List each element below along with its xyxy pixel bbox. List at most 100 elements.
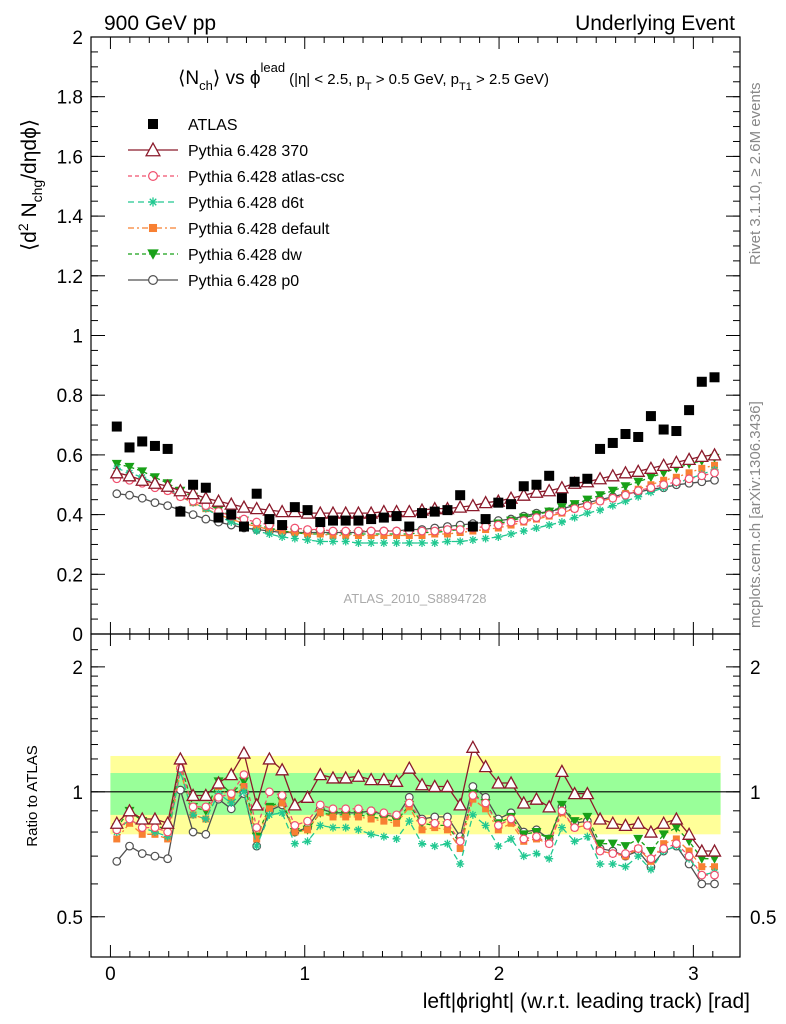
data-point bbox=[529, 484, 544, 498]
ratio-point bbox=[621, 862, 630, 871]
ratio-point bbox=[643, 824, 659, 838]
data-point bbox=[201, 514, 211, 524]
data-point bbox=[443, 537, 452, 546]
ratio-y-tick-label: 2 bbox=[72, 658, 83, 679]
y-tick-label: 0.8 bbox=[57, 386, 83, 407]
ratio-point bbox=[468, 810, 477, 819]
data-point bbox=[608, 501, 617, 510]
ratio-point bbox=[608, 860, 617, 869]
legend-entry: Pythia 6.428 default bbox=[128, 221, 330, 238]
y-tick-label: 2 bbox=[72, 28, 83, 49]
ratio-point bbox=[697, 870, 707, 880]
ratio-point bbox=[570, 823, 580, 832]
data-point bbox=[328, 537, 337, 546]
data-point bbox=[198, 490, 213, 504]
ratio-point bbox=[366, 806, 376, 816]
ratio-point bbox=[595, 839, 606, 849]
data-point bbox=[213, 512, 224, 523]
data-point bbox=[430, 526, 440, 536]
ratio-point bbox=[481, 798, 491, 808]
data-point bbox=[238, 521, 249, 532]
data-point bbox=[430, 538, 439, 547]
ratio-point bbox=[238, 777, 249, 787]
ratio-point bbox=[341, 823, 350, 832]
data-point bbox=[402, 504, 417, 518]
ratio-point bbox=[684, 851, 694, 861]
ratio-point bbox=[519, 834, 529, 844]
ratio-point bbox=[278, 799, 286, 807]
data-point bbox=[607, 437, 618, 448]
ratio-point bbox=[493, 821, 503, 830]
data-point bbox=[516, 487, 531, 501]
data-point bbox=[275, 504, 290, 518]
ratio-point bbox=[519, 852, 528, 861]
data-point bbox=[366, 526, 376, 536]
ratio-point bbox=[696, 854, 707, 864]
data-point bbox=[478, 495, 493, 509]
data-point bbox=[557, 507, 567, 517]
ratio-point bbox=[669, 811, 684, 825]
data-point bbox=[583, 509, 592, 518]
data-point bbox=[596, 506, 605, 515]
ratio-point bbox=[556, 800, 567, 810]
data-point bbox=[354, 531, 362, 539]
ratio-point bbox=[315, 800, 325, 810]
ratio-point bbox=[631, 815, 646, 829]
data-point bbox=[111, 421, 122, 432]
data-point bbox=[150, 498, 160, 508]
ratio-point bbox=[262, 751, 277, 765]
ratio-point bbox=[137, 823, 147, 832]
ratio-point bbox=[150, 851, 160, 861]
ratio-point bbox=[236, 745, 252, 759]
legend-entry: Pythia 6.428 p0 bbox=[128, 273, 299, 290]
data-point bbox=[480, 514, 491, 525]
ratio-point bbox=[316, 809, 324, 817]
data-point bbox=[329, 531, 337, 539]
data-point bbox=[710, 468, 719, 478]
data-point bbox=[620, 482, 631, 492]
data-point bbox=[453, 499, 468, 513]
data-point bbox=[327, 515, 338, 526]
data-point bbox=[544, 470, 555, 481]
ratio-point bbox=[328, 823, 337, 832]
ratio-point bbox=[392, 834, 401, 843]
data-point bbox=[633, 431, 644, 442]
ratio-point bbox=[660, 840, 668, 848]
ratio-point bbox=[380, 817, 388, 825]
ratio-point bbox=[672, 835, 680, 843]
data-point bbox=[149, 440, 160, 451]
data-point bbox=[669, 455, 684, 469]
ratio-point bbox=[109, 815, 124, 829]
ratio-point bbox=[455, 836, 465, 846]
ratio-point bbox=[697, 879, 707, 889]
ratio-point bbox=[354, 813, 362, 821]
ratio-point bbox=[507, 834, 516, 843]
legend-entry: Pythia 6.428 d6t bbox=[128, 195, 304, 212]
data-point bbox=[607, 486, 618, 496]
data-point bbox=[554, 480, 570, 494]
data-point bbox=[506, 499, 517, 510]
data-point bbox=[341, 537, 350, 546]
ratio-point bbox=[404, 798, 414, 808]
data-point bbox=[366, 514, 377, 525]
data-point bbox=[264, 514, 275, 525]
legend-marker bbox=[148, 171, 158, 181]
ratio-point bbox=[608, 849, 618, 858]
data-point bbox=[354, 526, 363, 536]
ratio-point bbox=[405, 817, 414, 826]
ratio-point bbox=[201, 815, 210, 824]
ratio-point bbox=[163, 827, 173, 837]
ratio-point bbox=[393, 819, 401, 827]
ratio-point bbox=[633, 834, 644, 844]
data-point bbox=[137, 436, 148, 447]
ratio-point bbox=[545, 854, 554, 863]
data-point bbox=[289, 502, 300, 513]
series-atlas bbox=[111, 372, 720, 532]
data-point bbox=[379, 538, 388, 547]
ratio-point bbox=[710, 879, 719, 889]
ratio-point bbox=[341, 804, 351, 814]
ratio-point bbox=[201, 802, 211, 812]
data-point bbox=[443, 530, 451, 538]
ratio-point bbox=[582, 812, 593, 822]
